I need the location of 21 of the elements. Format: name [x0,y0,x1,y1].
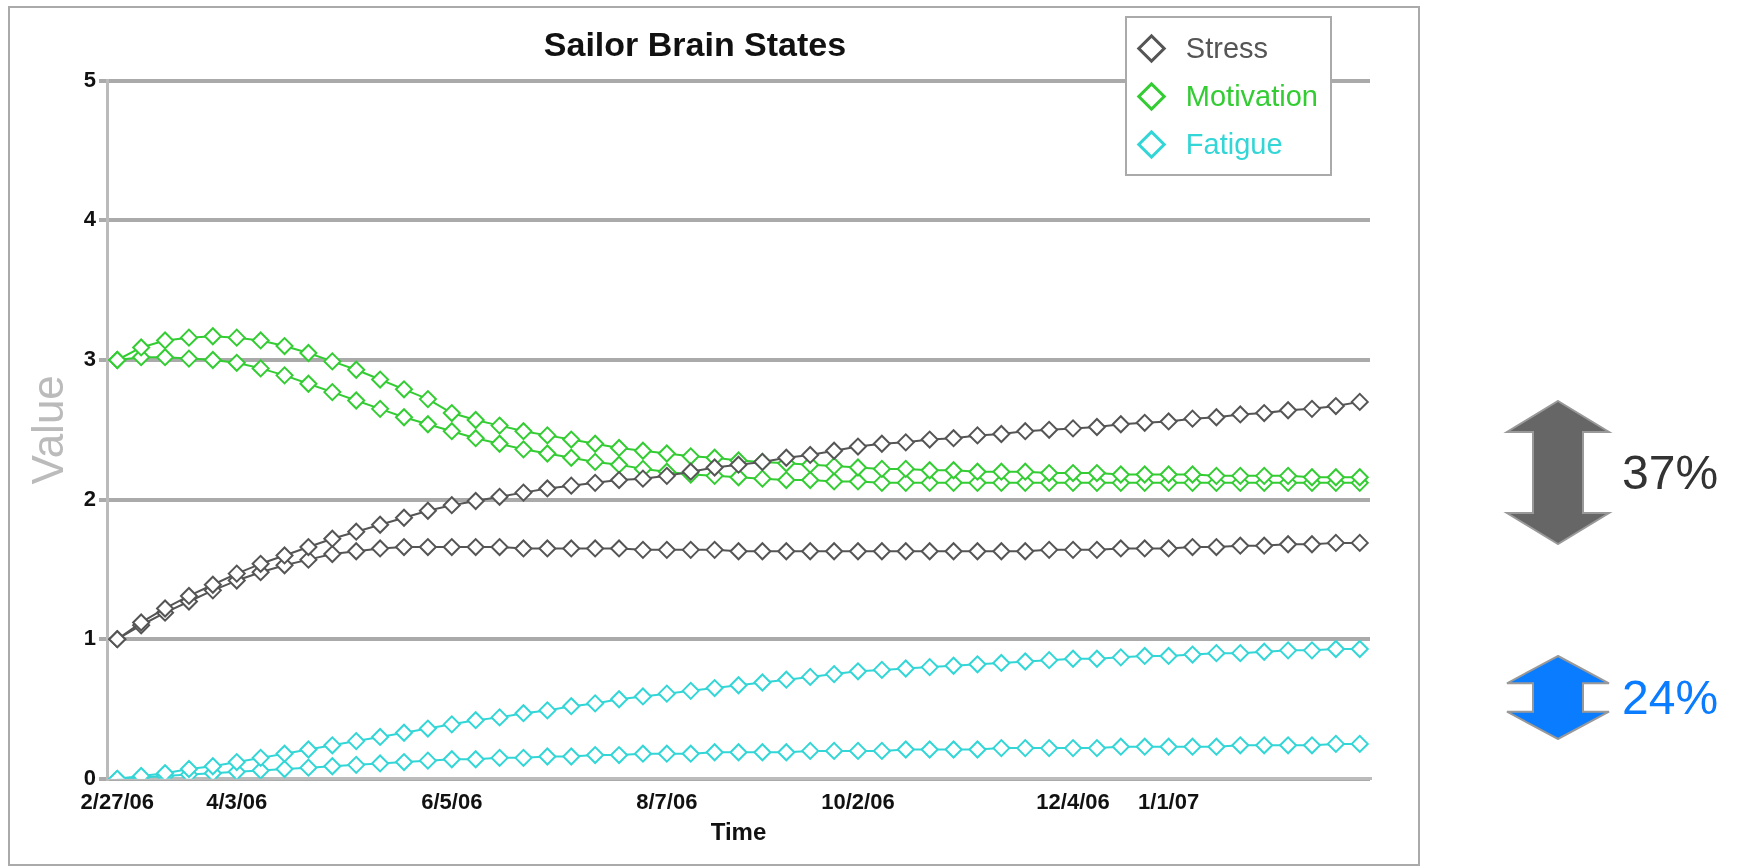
x-tick-label: 10/2/06 [821,789,895,815]
x-tick-label: 8/7/06 [636,789,698,815]
x-tick-label: 6/5/06 [421,789,483,815]
y-axis-title: Value [22,375,72,485]
text: 37% [1622,444,1719,500]
legend-label: Fatigue [1185,127,1283,161]
y-tick-label: 3 [83,346,97,372]
x-axis-title: Time [710,818,767,846]
x-tick-label: 1/1/07 [1138,789,1200,815]
text: 24% [1622,669,1719,725]
legend-label: Motivation [1185,79,1318,113]
legend-label: Stress [1185,31,1269,65]
y-tick-label: 4 [83,206,97,232]
y-tick-label: 2 [83,485,97,511]
chart-title: Sailor Brain States [543,24,847,63]
x-tick-label: 2/27/06 [80,789,154,815]
x-tick-label: 12/4/06 [1036,789,1110,815]
x-tick-label: 4/3/06 [206,789,268,815]
y-tick-label: 1 [83,625,97,651]
y-tick-label: 0 [83,764,97,790]
y-tick-label: 5 [83,66,97,92]
